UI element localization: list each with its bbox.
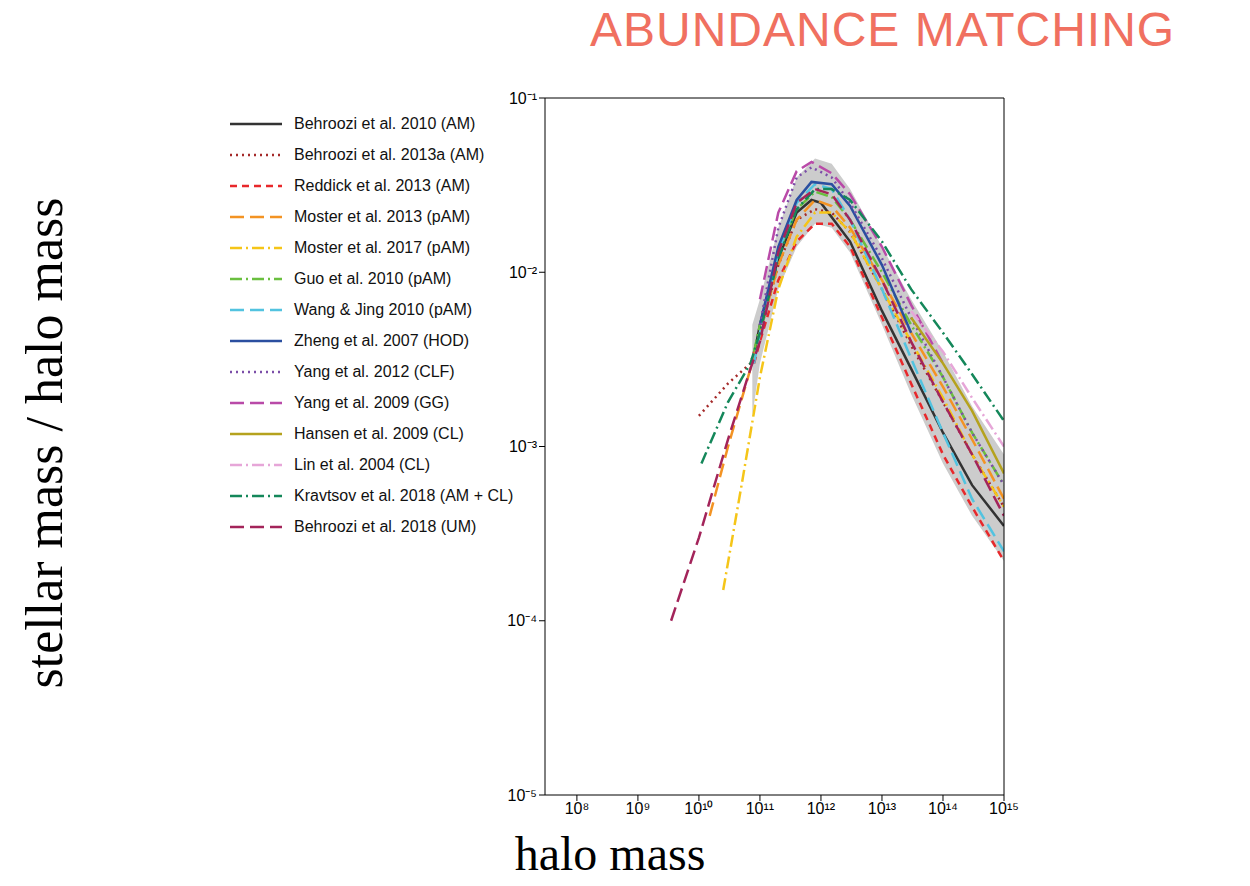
html-text:Reddick et al. 2013 (AM): Reddick et al. 2013 (AM) [294,176,471,194]
svg-text:10⁻⁵: 10⁻⁵ [508,787,537,804]
html-text:Yang et al. 2009 (GG): Yang et al. 2009 (GG) [294,393,450,411]
html-text:Moster et al. 2013 (pAM): Moster et al. 2013 (pAM) [294,207,471,225]
html-text:Kravtsov et al. 2018 (AM + CL): Kravtsov et al. 2018 (AM + CL) [294,486,514,504]
svg-text:10⁻¹: 10⁻¹ [509,90,537,107]
svg-text:10¹⁴: 10¹⁴ [928,800,958,817]
svg-text:10⁸: 10⁸ [565,800,590,817]
html-text:Yang et al. 2012 (CLF): Yang et al. 2012 (CLF) [294,362,455,380]
svg-text:10¹²: 10¹² [807,800,836,817]
html-text:Lin et al. 2004 (CL): Lin et al. 2004 (CL) [294,455,431,473]
html-text:Behroozi et al. 2018 (UM): Behroozi et al. 2018 (UM) [294,517,477,535]
html-text:Hansen et al. 2009 (CL): Hansen et al. 2009 (CL) [294,424,464,442]
html-text:Behroozi et al. 2013a (AM): Behroozi et al. 2013a (AM) [294,145,485,163]
svg-text:10⁻⁴: 10⁻⁴ [507,612,537,629]
svg-text:10⁻³: 10⁻³ [509,438,538,455]
svg-text:10⁹: 10⁹ [626,800,651,817]
svg-text:10¹³: 10¹³ [868,800,897,817]
html-text:ABUNDANCE MATCHING: ABUNDANCE MATCHING [590,3,1176,56]
svg-text:10¹⁵: 10¹⁵ [989,800,1019,817]
html-text:Wang & Jing 2010 (pAM): Wang & Jing 2010 (pAM) [294,300,473,318]
html-text:stellar mass / halo mass: stellar mass / halo mass [15,197,73,689]
html-text:Moster et al. 2017 (pAM): Moster et al. 2017 (pAM) [294,238,471,256]
html-text:Guo et al. 2010 (pAM): Guo et al. 2010 (pAM) [294,269,452,287]
html-text:Behroozi et al. 2010 (AM): Behroozi et al. 2010 (AM) [294,114,476,132]
svg-text:10¹¹: 10¹¹ [746,800,774,817]
svg-text:10¹⁰: 10¹⁰ [684,800,713,817]
svg-text:10⁻²: 10⁻² [509,264,538,281]
html-text:halo mass: halo mass [514,827,706,880]
html-text:Zheng et al. 2007 (HOD): Zheng et al. 2007 (HOD) [294,331,470,349]
